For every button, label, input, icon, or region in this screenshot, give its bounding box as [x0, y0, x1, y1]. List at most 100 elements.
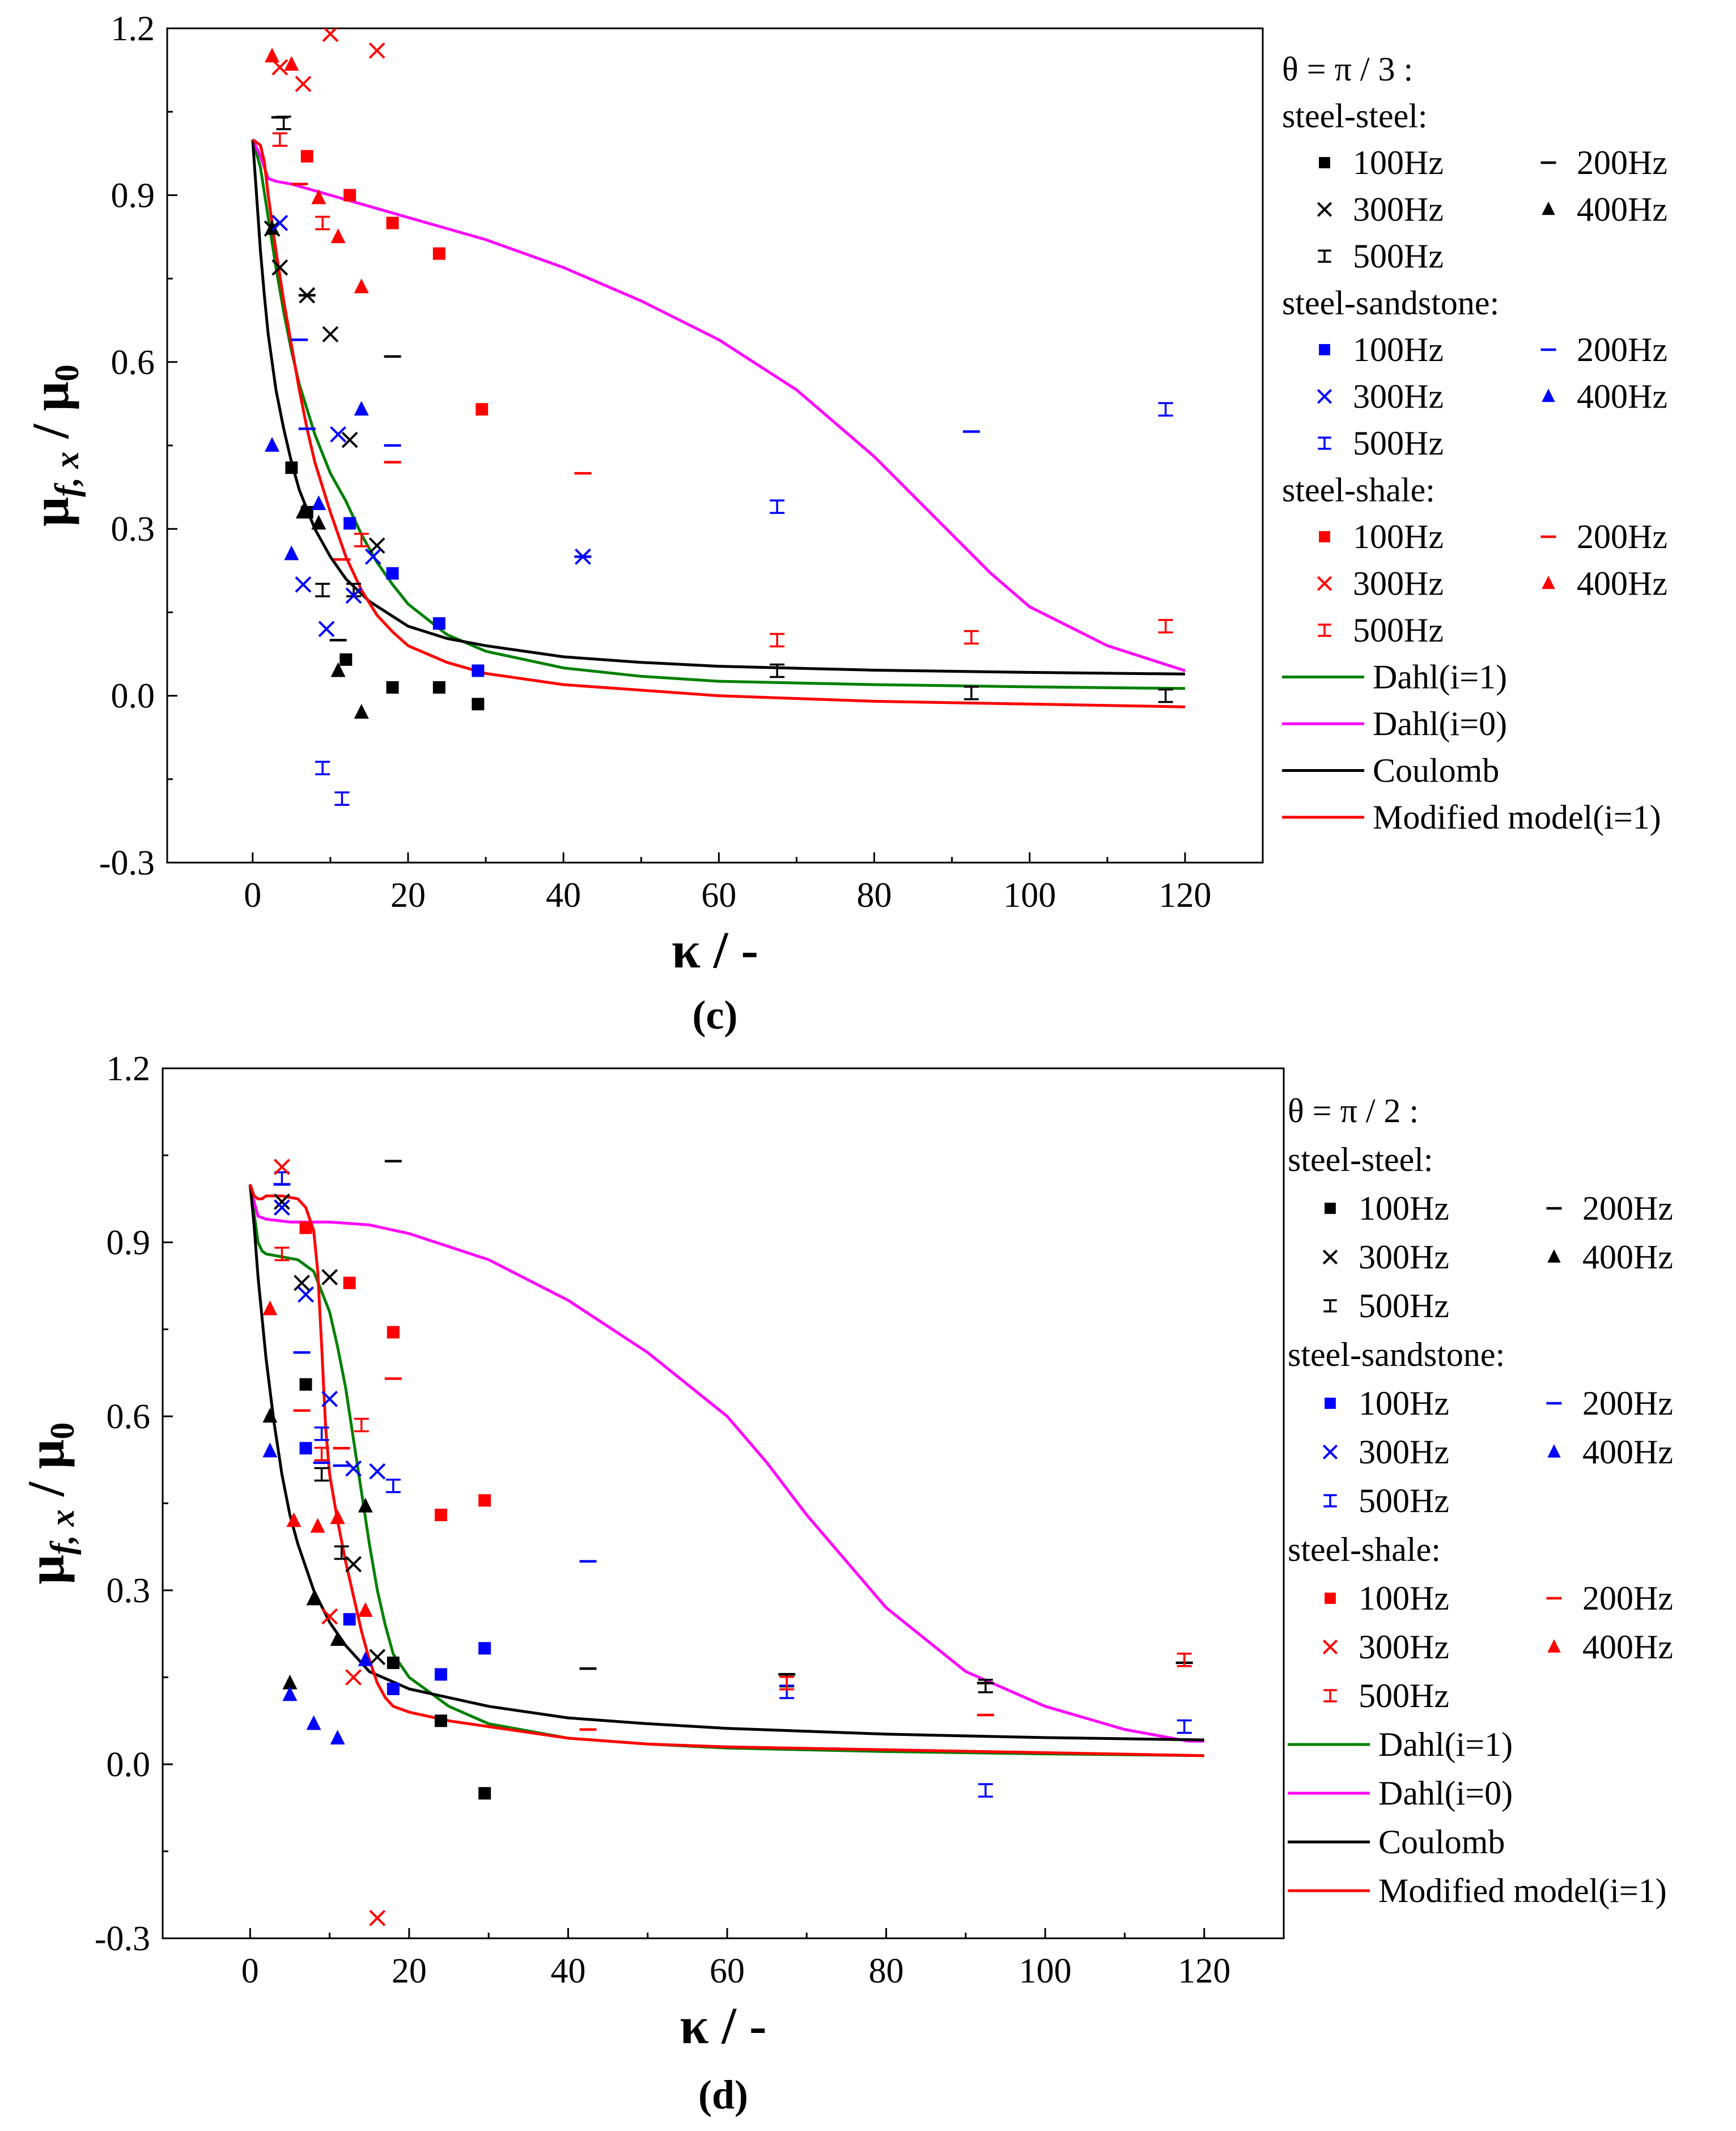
data-point	[1158, 402, 1173, 417]
legend-marker	[1323, 1299, 1337, 1313]
legend-entry: 100Hz	[1353, 518, 1444, 555]
data-point	[330, 1729, 345, 1744]
data-point	[432, 247, 445, 260]
y-tick-label: 0.6	[107, 1398, 151, 1436]
curve-modified-model-i-1-	[252, 138, 1185, 708]
data-point	[770, 632, 785, 648]
x-tick-label: 100	[1003, 876, 1056, 915]
legend-entry: 300Hz	[1353, 378, 1444, 415]
legend-group-name: steel-sandstone:	[1288, 1336, 1505, 1373]
data-point	[354, 1417, 369, 1433]
data-point	[298, 1286, 314, 1303]
legend: θ = π / 2 : steel-steel: 100Hz 200Hz 300Hz 40…	[1288, 1092, 1673, 1909]
legend-entry: 100Hz	[1359, 1580, 1449, 1617]
data-point	[978, 1679, 993, 1693]
legend-entry: 400Hz	[1582, 1238, 1673, 1276]
x-tick-label: 80	[869, 1952, 904, 1990]
data-point	[345, 587, 362, 604]
legend-entry: 100Hz	[1353, 331, 1444, 368]
data-point	[358, 1651, 373, 1666]
data-point	[322, 326, 339, 343]
data-point	[295, 503, 311, 519]
legend-marker	[1542, 388, 1555, 402]
data-point	[271, 215, 288, 231]
legend-group-name: steel-shale:	[1288, 1531, 1441, 1568]
data-point	[387, 1326, 400, 1339]
y-tick-label: 1.2	[111, 10, 155, 48]
y-label-denom-subscript: 0	[44, 1423, 81, 1440]
data-point	[306, 1590, 321, 1606]
curve-dahl-i-0-	[251, 139, 1186, 672]
data-point	[472, 698, 485, 711]
legend-entry: 500Hz	[1353, 237, 1444, 275]
data-point	[295, 576, 312, 593]
data-point	[315, 761, 330, 775]
legend-marker	[1322, 1639, 1338, 1655]
y-label-slash: /	[17, 1469, 75, 1510]
data-point	[262, 1408, 278, 1423]
x-tick-label: 80	[857, 876, 892, 915]
legend-marker	[1318, 249, 1331, 263]
legend-entry: 200Hz	[1582, 1385, 1673, 1422]
data-point	[318, 621, 335, 638]
legend-line-label: Dahl(i=0)	[1378, 1775, 1513, 1812]
data-point	[262, 1442, 278, 1458]
data-point	[770, 663, 785, 678]
panel-caption: (c)	[693, 992, 738, 1038]
data-point	[314, 1426, 329, 1441]
y-tick-label: 0.3	[111, 510, 155, 549]
data-point	[345, 1669, 362, 1686]
data-point	[343, 517, 356, 530]
scatter-points	[264, 28, 1173, 806]
data-point	[339, 653, 353, 666]
legend-entry: 400Hz	[1577, 565, 1667, 602]
curve-coulomb	[251, 139, 1185, 676]
data-point	[354, 401, 369, 416]
data-point	[770, 499, 785, 514]
y-label-slash: /	[22, 411, 79, 452]
data-point	[369, 1909, 386, 1926]
data-point	[315, 583, 330, 597]
curve-dahl-i-0-	[248, 1184, 1204, 1743]
legend: θ = π / 3 : steel-steel: 100Hz 200Hz 300Hz 40…	[1282, 50, 1667, 836]
x-tick-label: 0	[244, 876, 261, 915]
y-label-denom-subscript: 0	[48, 364, 86, 381]
legend-entry: 300Hz	[1359, 1238, 1449, 1276]
data-point	[321, 1608, 338, 1625]
legend-entry: 300Hz	[1359, 1628, 1449, 1666]
y-label-mu-0: μ	[22, 381, 79, 411]
data-point	[274, 1158, 290, 1175]
data-point	[478, 1787, 491, 1800]
data-point	[271, 259, 288, 276]
legend-entry: 100Hz	[1359, 1190, 1449, 1227]
curve-coulomb	[248, 1184, 1204, 1742]
legend-marker	[1317, 202, 1332, 217]
y-tick-label: 0.3	[107, 1572, 151, 1610]
y-tick-label: 0.9	[107, 1224, 151, 1262]
data-point	[1177, 1719, 1192, 1734]
legend-entry: 100Hz	[1353, 144, 1444, 181]
legend-entry: 500Hz	[1359, 1287, 1449, 1325]
legend-marker	[1547, 1639, 1561, 1653]
data-point	[354, 278, 369, 294]
data-point	[285, 461, 298, 474]
x-axis-label: κ / -	[672, 921, 758, 979]
x-tick-label: 40	[546, 876, 581, 915]
legend-entry: 300Hz	[1359, 1433, 1449, 1471]
legend-marker	[1317, 389, 1332, 404]
data-point	[341, 431, 358, 448]
data-point	[315, 215, 330, 231]
data-point	[265, 48, 280, 63]
legend-line-label: Coulomb	[1373, 752, 1499, 789]
data-point	[779, 1675, 795, 1691]
data-point	[299, 1442, 312, 1455]
legend-entry: 200Hz	[1577, 331, 1667, 368]
data-point	[314, 1446, 329, 1462]
data-point	[306, 1715, 321, 1730]
legend-marker	[1542, 575, 1555, 589]
data-point	[472, 664, 485, 677]
data-point	[343, 1613, 356, 1626]
legend-entry: 300Hz	[1353, 191, 1444, 228]
legend-marker	[1325, 1398, 1336, 1409]
legend-entry: 200Hz	[1582, 1580, 1673, 1617]
